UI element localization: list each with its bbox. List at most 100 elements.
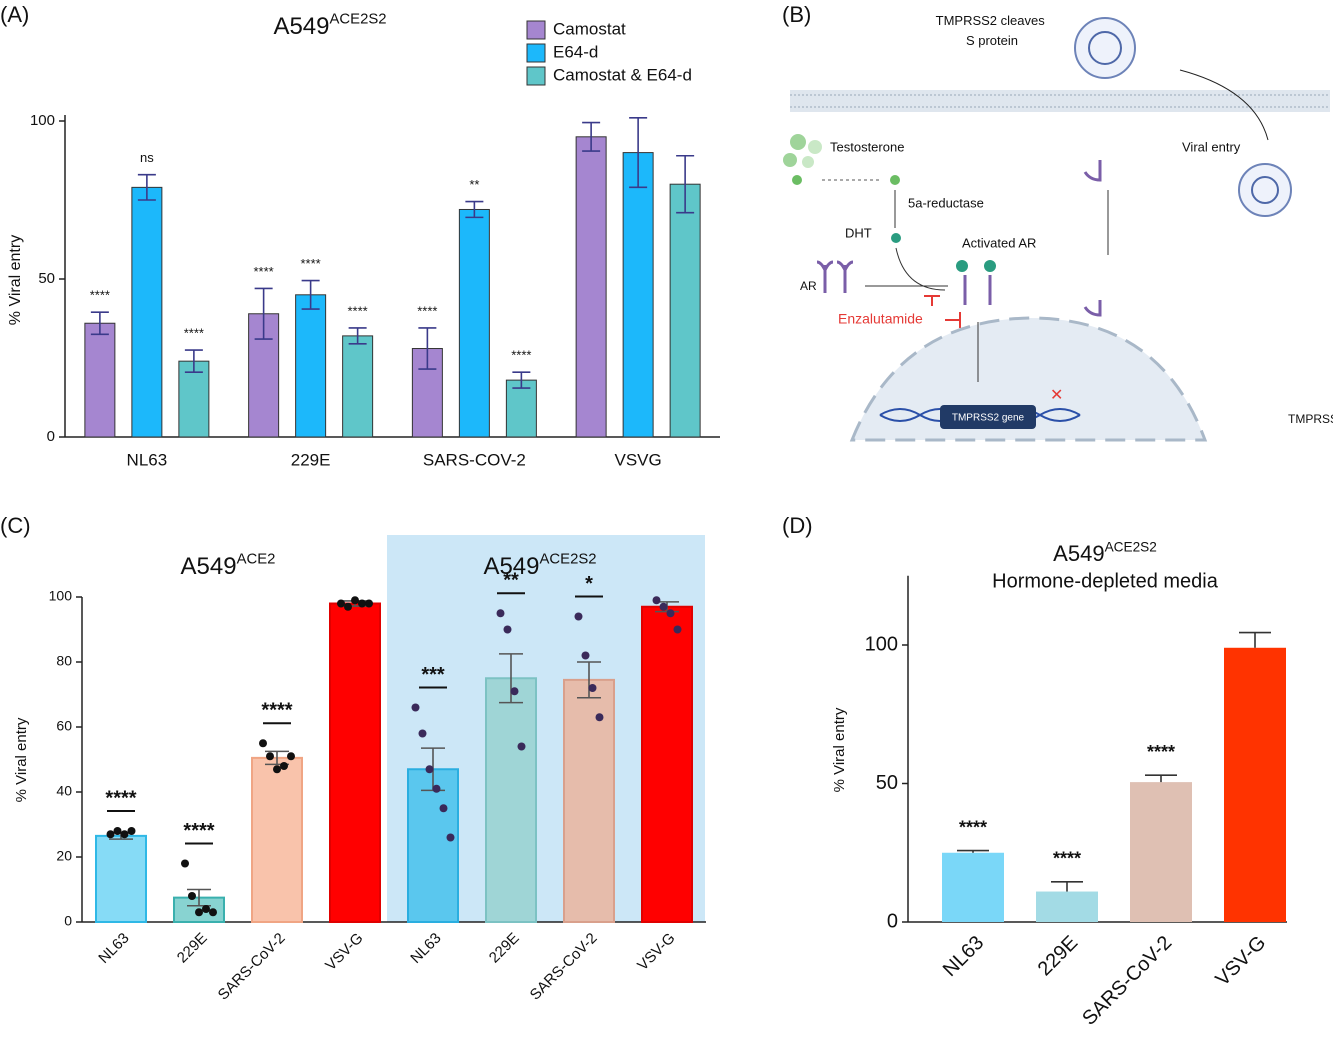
error-bar [348,327,367,345]
arrow [895,247,946,291]
x-tick-label: 229E [1034,932,1083,981]
title-sup: ACE2 [237,552,276,568]
data-point [181,859,189,868]
x-tick-label: NL63 [95,930,132,967]
data-point [446,833,455,842]
y-tick-label: 0 [887,910,898,932]
data-point [113,827,122,835]
data-point [259,739,267,748]
data-point [280,762,288,770]
x-tick-label: 229E [291,450,331,469]
y-axis-label: % Viral entry [831,707,848,792]
bar [407,768,459,923]
data-point [503,625,512,634]
x-tick-label: SARS-CoV-2 [215,930,289,1004]
activated-label: Activated AR [962,235,1036,250]
significance: **** [1147,742,1175,762]
x-tick-label: SARS-CoV-2 [527,930,601,1004]
icon [984,260,996,272]
title-main: A549 [1053,541,1104,566]
chart-title: A549ACE2S2 [1053,539,1157,566]
bar [1036,891,1098,922]
y-tick-label: 100 [30,112,55,129]
legend-swatch [526,20,546,40]
bar [485,677,537,923]
x-tick-label: SARS-COV-2 [423,450,526,469]
x-tick-label: SARS-CoV-2 [1078,932,1176,1030]
data-point [432,784,441,793]
y-tick-label: 50 [876,772,898,794]
bar [295,294,327,438]
bar [131,186,163,438]
y-tick-label: 0 [47,428,55,445]
chart-title: A549ACE2S2 [273,12,386,41]
bar [95,834,147,923]
significance: **** [261,700,292,722]
significance: **** [417,303,437,318]
error-bar [254,287,273,340]
panel-label: (C) [0,513,31,538]
data-point [188,892,196,900]
error-bar [577,661,601,699]
significance: **** [90,288,110,303]
error-bar [90,311,109,336]
y-tick-label: 50 [38,270,55,287]
x-tick-label: VSV-G [634,930,678,974]
legend-label: Camostat & E64-d [553,65,692,84]
title-sup: ACE2S2 [1105,539,1157,554]
data-point [588,684,597,692]
error-bar [465,200,484,219]
data-point [106,830,115,839]
data-point [127,827,136,835]
significance: ** [503,570,519,592]
title-main: A549 [181,553,237,580]
significance: **** [301,256,321,271]
significance: **** [105,787,136,809]
data-point [510,687,519,696]
data-point [337,599,345,608]
bar [342,335,374,438]
testosterone-label: Testosterone [830,139,904,154]
data-point [673,625,682,634]
panel-label: (A) [0,2,29,27]
significance: **** [184,326,204,341]
significance: ** [469,177,479,192]
bar [575,136,607,438]
panel-label: (D) [782,513,813,538]
bar [458,208,490,438]
data-point [595,713,604,722]
virus [1074,17,1292,217]
data-point [195,908,203,917]
y-tick-label: 100 [865,633,898,655]
data-point [581,651,590,660]
receptors [816,160,1102,317]
x-tick-label: 229E [486,930,523,967]
bar [622,152,654,438]
bar [641,605,693,923]
title-main: A549 [273,13,329,40]
data-point [120,830,129,839]
y-axis-label: % Viral entry [7,235,24,325]
error-bar [418,327,437,370]
gene-label: TMPRSS2 gene [952,413,1025,424]
significance: *** [421,664,445,686]
icon [891,233,901,243]
error-bar [512,371,531,389]
data-point [517,742,526,751]
data-point [365,599,373,608]
membrane [790,90,1330,112]
significance: **** [254,264,274,279]
x-tick-label: VSV-G [322,930,366,974]
significance: **** [959,817,987,837]
significance: **** [511,348,531,363]
legend-label: E64-d [553,42,598,61]
data-point [659,602,668,611]
data-point [439,804,448,813]
bar [329,602,381,923]
legend-label: Camostat [553,19,626,38]
data-point [351,596,359,605]
error-bar [499,653,523,704]
bar [251,756,303,923]
data-point [411,703,420,712]
